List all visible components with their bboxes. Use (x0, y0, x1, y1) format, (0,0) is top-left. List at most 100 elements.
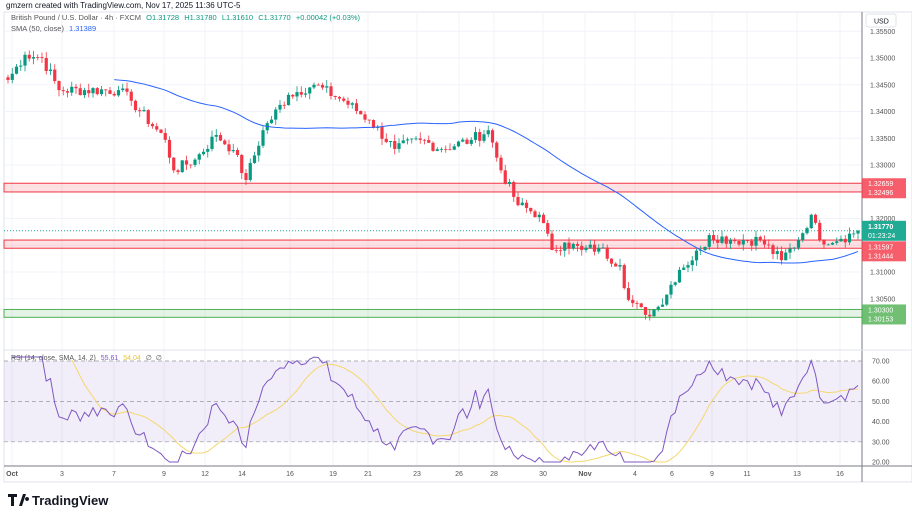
candle-body (223, 140, 227, 145)
candle-body (269, 119, 274, 124)
rsi-tick: 20.00 (872, 460, 890, 467)
candle-body (469, 139, 473, 144)
candle-body (240, 154, 244, 174)
sma-legend[interactable]: SMA (50, close) 1.31389 (11, 24, 96, 33)
candle-body (108, 90, 112, 94)
candle-body (189, 164, 193, 166)
candle-body (53, 69, 57, 82)
symbol-legend: British Pound / U.S. Dollar · 4h · FXCM … (11, 13, 361, 22)
price-tick: 1.30500 (870, 296, 895, 303)
candle-body (813, 214, 818, 223)
candle-body (214, 135, 218, 137)
candle-body (784, 252, 788, 261)
candle-body (490, 130, 495, 143)
candle-body (703, 246, 707, 251)
date-tick: 14 (238, 471, 246, 478)
currency-button[interactable] (865, 13, 897, 28)
candle-body (690, 260, 694, 266)
candle-body (201, 151, 206, 155)
date-tick: Nov (578, 471, 591, 478)
candle-body (711, 235, 716, 240)
price-tick: 1.34000 (870, 109, 895, 116)
candle-body (401, 140, 405, 144)
zone-bottom-label: 1.32496 (868, 190, 893, 197)
zone-2 (3, 308, 863, 318)
candle-body (660, 304, 665, 307)
candle-body (431, 142, 435, 151)
candle-body (771, 245, 775, 255)
zone-top-label: 1.31597 (868, 244, 893, 251)
candle-body (112, 93, 116, 96)
candle-body (775, 251, 779, 255)
zone-label-bg (862, 304, 906, 325)
tradingview-logo-icon (8, 494, 30, 506)
candle-body (826, 244, 830, 246)
candle-body (597, 247, 601, 252)
candle-body (342, 98, 346, 101)
candle-body (745, 240, 750, 241)
candle-body (282, 104, 286, 106)
candle-body (694, 250, 699, 261)
date-tick: 11 (743, 471, 750, 478)
candle-body (554, 250, 558, 251)
candle-body (303, 93, 308, 95)
candle-body (830, 242, 835, 245)
candle-body (852, 233, 856, 235)
candle-body (184, 160, 189, 165)
candle-body (180, 160, 184, 173)
candle-body (410, 138, 414, 140)
rsi-axis[interactable]: 70.00 60.00 50.00 40.00 30.00 20.00 (872, 359, 890, 467)
candle-body (142, 110, 146, 112)
candle-body (91, 88, 95, 94)
rsi-sma-line (71, 359, 859, 463)
rsi-tick: 60.00 (872, 379, 890, 386)
sma-line (114, 79, 859, 264)
candle-body (499, 157, 503, 171)
date-tick: 28 (490, 471, 498, 478)
candle-body (427, 140, 431, 143)
rsi-legend[interactable]: RSI (14, close, SMA, 14, 2) 55.61 54.04 … (11, 355, 162, 362)
candle-body (839, 238, 843, 242)
date-tick: 30 (539, 471, 547, 478)
candle-body (546, 223, 550, 234)
candle-body (580, 245, 584, 251)
candle-body (176, 170, 180, 173)
low-value: L1.31610 (222, 13, 253, 22)
price-tick: 1.33000 (870, 163, 895, 170)
candle-body (448, 149, 452, 151)
date-axis[interactable]: Oct 3 7 9 12 14 16 19 21 23 26 28 30 Nov 4 6 9 11 13 16 (6, 471, 844, 478)
zone-label-bg (862, 241, 906, 262)
symbol-label: British Pound / U.S. Dollar · 4h · FXCM (11, 13, 141, 22)
candle-body (414, 138, 418, 140)
candle-body (452, 146, 456, 150)
date-tick: 9 (710, 471, 714, 478)
candle-body (44, 58, 48, 71)
candle-body (286, 94, 291, 106)
candle-body (257, 145, 261, 156)
candle-body (805, 228, 809, 234)
price-tick: 1.31000 (870, 270, 895, 277)
candle-body (716, 239, 720, 243)
candle-body (193, 159, 197, 165)
open-value: O1.31728 (146, 13, 179, 22)
candle-body (456, 141, 461, 147)
candle-body (728, 239, 733, 244)
candle-body (125, 88, 129, 92)
candle-body (788, 248, 792, 253)
price-axis[interactable]: 1.35500 1.35000 1.34500 1.34000 1.33500 1.330… (870, 29, 895, 304)
candle-body (367, 119, 371, 121)
credit-text: gmzern created with TradingView.com, Nov… (6, 1, 241, 10)
high-value: H1.31780 (184, 13, 217, 22)
date-tick: 21 (364, 471, 372, 478)
tradingview-logo[interactable]: TradingView (8, 493, 109, 508)
candle-body (31, 57, 36, 59)
candle-body (133, 100, 138, 111)
candle-body (686, 265, 690, 268)
candle-body (14, 66, 19, 74)
candle-body (337, 96, 342, 99)
candle-body (333, 95, 337, 97)
candle-body (533, 211, 537, 218)
candle-body (371, 120, 376, 128)
rsi-value: 55.61 (101, 355, 119, 362)
